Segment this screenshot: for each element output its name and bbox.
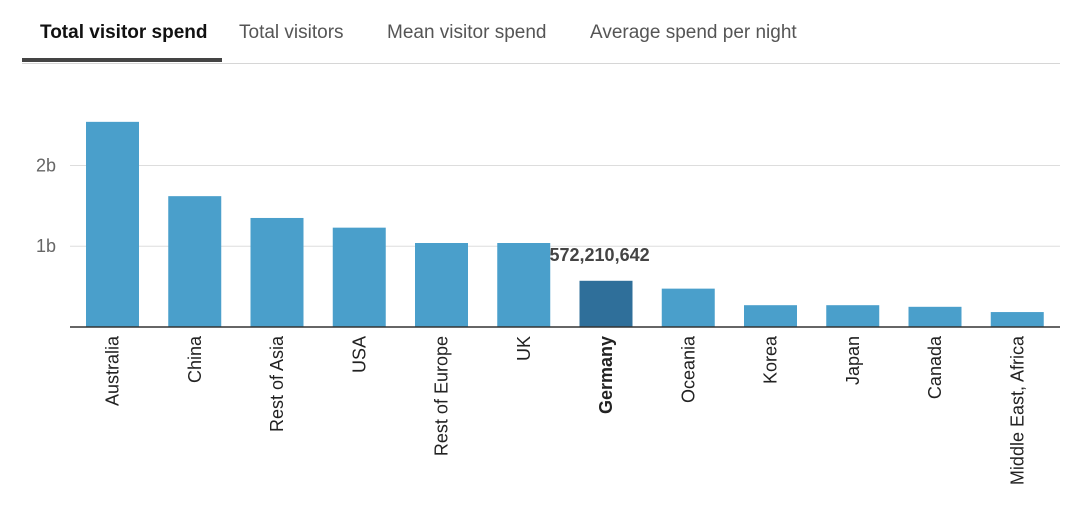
bar-usa[interactable] xyxy=(332,227,386,327)
bar-middle-east-africa[interactable] xyxy=(990,312,1044,327)
category-label: China xyxy=(185,335,205,383)
category-label: USA xyxy=(349,336,369,373)
category-label: Japan xyxy=(843,336,863,385)
tab-mean-visitor-spend[interactable]: Mean visitor spend xyxy=(387,22,547,43)
tab-bar: Total visitor spend Total visitors Mean … xyxy=(22,0,1060,64)
y-tick-label: 2b xyxy=(36,155,56,175)
category-label: Korea xyxy=(761,335,781,384)
category-label: Rest of Europe xyxy=(432,336,452,456)
value-tooltip: 572,210,642 xyxy=(550,245,650,265)
bar-uk[interactable] xyxy=(497,243,551,327)
category-label: Canada xyxy=(925,335,945,399)
tab-average-spend-per-night[interactable]: Average spend per night xyxy=(590,22,797,43)
bar-rest-of-asia[interactable] xyxy=(250,217,304,327)
category-label: Middle East, Africa xyxy=(1007,335,1027,485)
category-label: Rest of Asia xyxy=(267,335,287,432)
bar-rest-of-europe[interactable] xyxy=(415,243,468,327)
bar-japan[interactable] xyxy=(826,305,880,327)
category-label: Oceania xyxy=(678,335,698,403)
bar-australia[interactable] xyxy=(86,121,139,327)
y-tick-label: 1b xyxy=(36,236,56,256)
active-tab-indicator xyxy=(22,58,222,62)
bar-germany[interactable] xyxy=(579,280,633,327)
bar-korea[interactable] xyxy=(744,305,797,327)
category-label: Germany xyxy=(596,336,616,414)
tab-total-visitors[interactable]: Total visitors xyxy=(239,22,344,43)
bar-china[interactable] xyxy=(168,196,222,327)
category-label: UK xyxy=(514,336,534,361)
category-label: Australia xyxy=(103,335,123,406)
tab-total-visitor-spend[interactable]: Total visitor spend xyxy=(40,22,208,43)
bar-canada[interactable] xyxy=(908,306,962,327)
bar-oceania[interactable] xyxy=(661,288,715,327)
